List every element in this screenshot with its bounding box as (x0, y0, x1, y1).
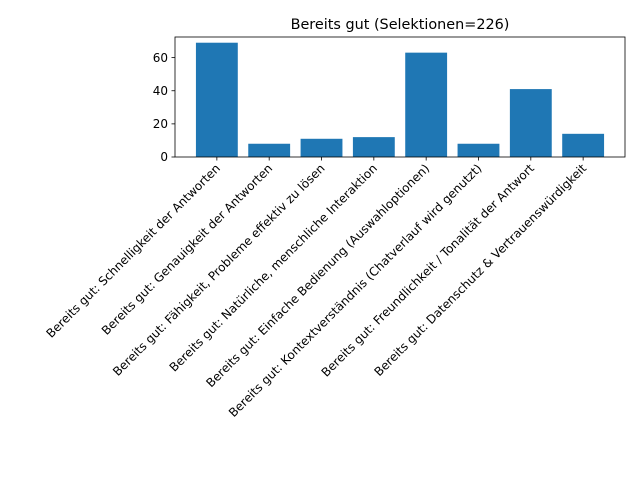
bar (562, 133, 605, 157)
y-tick-label: 20 (153, 117, 168, 131)
bar (248, 143, 291, 157)
y-tick-label: 60 (153, 51, 168, 65)
bar (457, 143, 500, 157)
bar (405, 52, 448, 157)
x-tick-label: Bereits gut: Schnelligkeit der Antworten (44, 161, 223, 340)
bars-group (195, 42, 605, 157)
bar (195, 42, 238, 157)
y-axis: 0 20 40 60 (153, 51, 175, 164)
x-tick-label: Bereits gut: Kontextverständnis (Chatver… (226, 161, 485, 420)
chart-title: Bereits gut (Selektionen=226) (291, 17, 510, 33)
bar (300, 138, 343, 157)
axes-frame (174, 36, 626, 158)
x-axis: Bereits gut: Schnelligkeit der Antworten… (44, 157, 589, 420)
bar (352, 137, 395, 157)
y-tick-label: 40 (153, 84, 168, 98)
bar (509, 89, 552, 157)
y-tick-label: 0 (160, 150, 168, 164)
